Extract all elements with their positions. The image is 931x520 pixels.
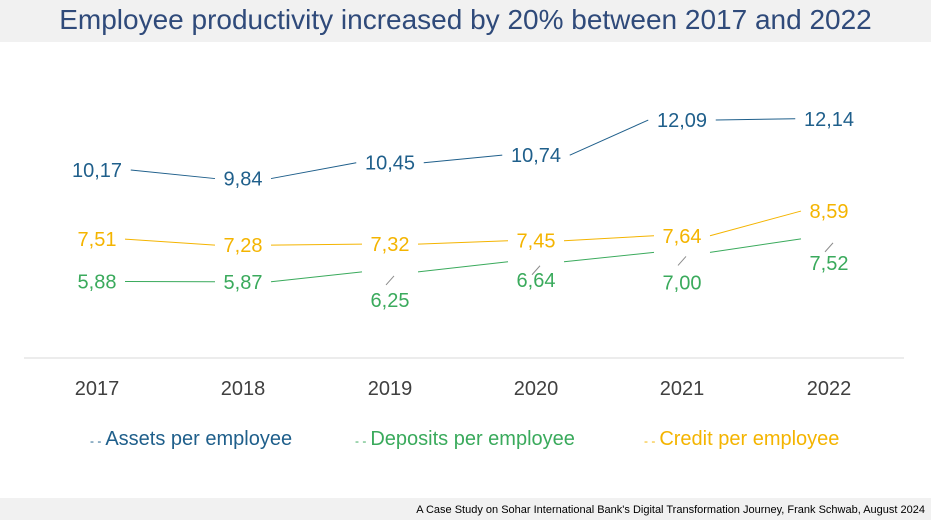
series-1-leader-3 xyxy=(531,265,541,276)
series-0-segment-4 xyxy=(715,118,796,121)
series-1-data-label-5: 7,52 xyxy=(810,253,849,275)
legend-key-assets: - - xyxy=(90,434,102,448)
series-1-segment-2 xyxy=(417,261,509,273)
series-0-segment-1 xyxy=(270,162,357,180)
chart-title: Employee productivity increased by 20% b… xyxy=(59,4,872,35)
series-0-data-label-1: 9,84 xyxy=(224,169,263,191)
series-0-segment-0 xyxy=(130,169,216,180)
series-1-data-label-1: 5,87 xyxy=(224,272,263,294)
legend-key-credit: - - xyxy=(644,434,656,448)
x-tick-label-2021: 2021 xyxy=(660,378,705,400)
series-2-data-label-3: 7,45 xyxy=(517,231,556,253)
series-0-data-label-4: 12,09 xyxy=(657,110,707,132)
series-2-data-label-0: 7,51 xyxy=(78,229,117,251)
legend-label-deposits: Deposits per employee xyxy=(370,428,575,450)
series-1-segment-3 xyxy=(563,251,655,263)
series-2-data-label-2: 7,32 xyxy=(371,234,410,256)
legend-item-credit: - - Credit per employee xyxy=(644,428,839,451)
series-1-data-label-2: 6,25 xyxy=(371,290,410,312)
series-2-segment-0 xyxy=(124,238,216,246)
x-tick-label-2018: 2018 xyxy=(221,378,266,400)
line-chart: 2017 2018 2019 2020 2021 2022 10,17 9,84 10,45 10… xyxy=(24,109,904,400)
series-1-segment-1 xyxy=(270,271,363,283)
footer-source: A Case Study on Sohar International Bank… xyxy=(416,504,925,516)
series-1-data-label-3: 6,64 xyxy=(517,270,556,292)
series-1-segment-4 xyxy=(709,238,802,253)
series-1-leader-5 xyxy=(824,242,834,253)
x-tick-label-2020: 2020 xyxy=(514,378,559,400)
series-0-segment-2 xyxy=(423,154,503,164)
x-tick-label-2017: 2017 xyxy=(75,378,120,400)
title-bar xyxy=(0,0,931,42)
legend-item-assets: - - Assets per employee xyxy=(90,428,292,451)
legend-label-credit: Credit per employee xyxy=(659,428,840,450)
series-1-data-label-0: 5,88 xyxy=(78,272,117,294)
series-2-data-label-4: 7,64 xyxy=(663,226,702,248)
series-2-segment-4 xyxy=(709,210,802,237)
series-1-leader-2 xyxy=(385,275,395,286)
series-0-data-label-0: 10,17 xyxy=(72,160,122,182)
legend-item-deposits: - - Deposits per employee xyxy=(355,428,575,451)
series-1-data-label-4: 7,00 xyxy=(663,272,702,294)
series-1-leader-4 xyxy=(677,256,687,266)
series-0-segment-3 xyxy=(569,119,649,156)
series-0-data-label-3: 10,74 xyxy=(511,145,561,167)
x-tick-label-2022: 2022 xyxy=(807,378,852,400)
legend: - - Assets per employee - - Deposits per e… xyxy=(0,428,931,454)
series-2-segment-3 xyxy=(563,235,655,242)
series-0-data-label-2: 10,45 xyxy=(365,153,415,175)
footer-bar xyxy=(0,498,931,520)
legend-label-assets: Assets per employee xyxy=(105,428,293,450)
x-tick-label-2019: 2019 xyxy=(368,378,413,400)
series-2-segment-2 xyxy=(417,240,509,245)
series-2-data-label-1: 7,28 xyxy=(224,235,263,257)
series-2-segment-1 xyxy=(270,243,363,246)
series-2-data-label-5: 8,59 xyxy=(810,201,849,223)
legend-key-deposits: - - xyxy=(355,434,367,448)
series-0-data-label-5: 12,14 xyxy=(804,109,854,131)
